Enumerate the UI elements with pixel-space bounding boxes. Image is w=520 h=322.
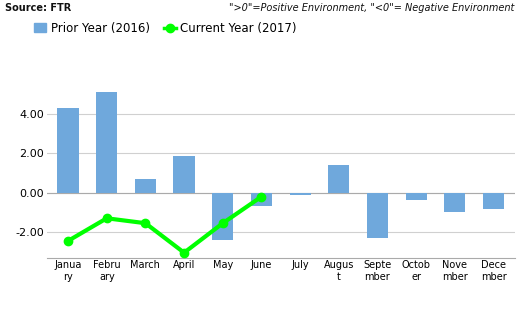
- Bar: [406, 193, 427, 200]
- Text: Source: FTR: Source: FTR: [5, 3, 71, 13]
- Bar: [174, 156, 195, 193]
- Bar: [135, 179, 156, 193]
- Bar: [96, 92, 118, 193]
- Bar: [444, 193, 465, 213]
- Text: ">0"=Positive Environment, "<0"= Negative Environment: ">0"=Positive Environment, "<0"= Negativ…: [229, 3, 515, 13]
- Legend: Prior Year (2016), Current Year (2017): Prior Year (2016), Current Year (2017): [29, 17, 302, 39]
- Bar: [57, 108, 79, 193]
- Bar: [212, 193, 233, 240]
- Bar: [290, 193, 311, 195]
- Bar: [328, 165, 349, 193]
- Bar: [483, 193, 504, 209]
- Bar: [367, 193, 388, 238]
- Bar: [251, 193, 272, 205]
